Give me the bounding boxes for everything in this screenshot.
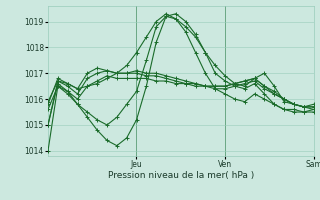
X-axis label: Pression niveau de la mer( hPa ): Pression niveau de la mer( hPa ) <box>108 171 254 180</box>
